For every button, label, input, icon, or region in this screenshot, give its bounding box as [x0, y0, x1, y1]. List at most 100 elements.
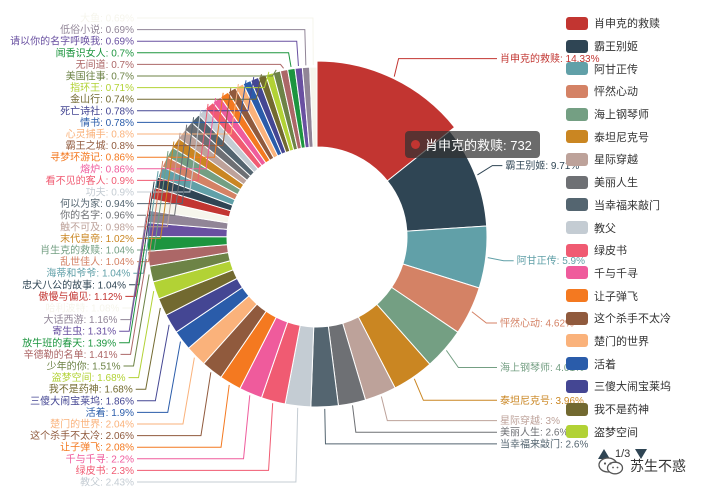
- legend-label: 海上钢琴师: [594, 109, 649, 122]
- legend-label: 阿甘正传: [594, 63, 638, 76]
- legend-swatch: [566, 62, 588, 76]
- label-leader-line-39: [137, 88, 232, 147]
- slice-label-8: 美丽人生: 2.6%: [500, 426, 568, 439]
- label-leader-line-16: [137, 341, 181, 413]
- slice-label-26: 傲慢与偏见: 1.12%: [38, 290, 122, 303]
- legend-item-17[interactable]: 三傻大闹宝莱坞: [566, 375, 716, 398]
- wechat-icon: [598, 457, 624, 475]
- legend-swatch: [566, 39, 588, 53]
- legend-swatch: [566, 198, 588, 212]
- legend-item-2[interactable]: 霸王别姬: [566, 35, 716, 58]
- legend-page-up-icon[interactable]: [598, 449, 610, 459]
- label-leader-line-28: [133, 171, 159, 274]
- label-leader-line-2: [477, 165, 503, 176]
- slice-label-20: 少年的你: 1.51%: [47, 360, 121, 373]
- label-leader-line-13: [137, 384, 230, 448]
- legend-item-19[interactable]: 盗梦空间: [566, 420, 716, 443]
- legend-label: 当幸福来敲门: [594, 199, 660, 212]
- slice-label-27: 忠犬八公的故事: 1.04%: [22, 278, 126, 291]
- legend-item-15[interactable]: 楚门的世界: [566, 330, 716, 353]
- label-leader-line-44: [137, 71, 270, 89]
- legend-label: 星际穿越: [594, 154, 638, 167]
- slice-label-23: 寄生虫: 1.31%: [52, 325, 116, 338]
- legend-swatch: [566, 402, 588, 416]
- slice-label-7: 星际穿越: 3%: [500, 414, 560, 427]
- legend-label: 美丽人生: [594, 177, 638, 190]
- label-leader-line-34: [137, 117, 195, 205]
- slice-label-16: 活着: 1.9%: [86, 406, 134, 419]
- legend-label: 三傻大闹宝莱坞: [594, 381, 671, 394]
- legend-label: 这个杀手不太冷: [594, 313, 671, 326]
- slice-label-33: 你的名字: 0.96%: [60, 209, 134, 222]
- legend-item-9[interactable]: 当幸福来敲门: [566, 194, 716, 217]
- legend-swatch: [566, 311, 588, 325]
- slice-label-41: 情书: 0.78%: [80, 116, 134, 129]
- label-leader-line-31: [137, 141, 175, 239]
- legend-item-11[interactable]: 绿皮书: [566, 239, 716, 262]
- legend-item-10[interactable]: 教父: [566, 216, 716, 239]
- legend-label: 千与千寻: [594, 267, 638, 280]
- label-leader-line-26: [125, 192, 152, 297]
- legend-swatch: [566, 289, 588, 303]
- label-leader-line-23: [119, 229, 146, 332]
- slice-label-17: 三傻大闹宝莱坞: 1.86%: [30, 394, 134, 407]
- pie-slice-50[interactable]: [309, 66, 318, 148]
- legend-swatch: [566, 130, 588, 144]
- label-leader-line-40: [137, 83, 239, 135]
- legend-item-5[interactable]: 海上钢琴师: [566, 103, 716, 126]
- label-leader-line-7: [380, 396, 497, 422]
- label-leader-line-19: [128, 290, 155, 379]
- slice-label-32: 触不可及: 0.98%: [60, 220, 134, 233]
- legend-item-18[interactable]: 我不是药神: [566, 398, 716, 421]
- legend-pager: 1/3: [598, 448, 648, 460]
- legend-item-8[interactable]: 美丽人生: [566, 171, 716, 194]
- legend-item-4[interactable]: 怦然心动: [566, 80, 716, 103]
- label-leader-line-8: [352, 405, 497, 433]
- label-leader-line-20: [123, 274, 150, 367]
- legend-item-16[interactable]: 活着: [566, 352, 716, 375]
- slice-label-9: 当幸福来敲门: 2.6%: [500, 437, 588, 450]
- legend-item-6[interactable]: 泰坦尼克号: [566, 125, 716, 148]
- label-leader-line-22: [119, 243, 146, 344]
- slice-label-14: 这个杀手不太冷: 2.06%: [30, 429, 134, 442]
- legend-swatch: [566, 425, 588, 439]
- chart-tooltip: 肖申克的救赎: 732: [405, 131, 540, 158]
- legend-swatch: [566, 221, 588, 235]
- legend-label: 教父: [594, 222, 616, 235]
- label-leader-line-12: [137, 395, 251, 460]
- legend-item-7[interactable]: 星际穿越: [566, 148, 716, 171]
- slice-label-37: 熔炉: 0.86%: [80, 162, 134, 175]
- legend-swatch: [566, 357, 588, 371]
- label-leader-line-4: [471, 311, 497, 324]
- slice-label-4: 怦然心动: 4.62%: [500, 317, 574, 330]
- legend-swatch: [566, 107, 588, 121]
- label-leader-line-1: [393, 58, 497, 77]
- label-leader-line-6: [413, 378, 497, 401]
- slice-label-38: 寻梦环游记: 0.86%: [50, 151, 134, 164]
- legend-swatch: [566, 379, 588, 393]
- label-leader-line-49: [137, 29, 307, 66]
- legend-page-down-icon[interactable]: [635, 449, 648, 459]
- tooltip-color-dot: [411, 140, 420, 149]
- legend-swatch: [566, 243, 588, 257]
- slice-label-34: 何以为家: 0.94%: [60, 197, 134, 210]
- legend-item-12[interactable]: 千与千寻: [566, 262, 716, 285]
- slice-label-12: 千与千寻: 2.2%: [66, 453, 134, 465]
- slice-label-13: 让子弹飞: 2.08%: [60, 441, 134, 454]
- legend-item-3[interactable]: 阿甘正传: [566, 57, 716, 80]
- label-leader-line-43: [137, 74, 262, 100]
- chart-legend: 肖申克的救赎 霸王别姬阿甘正传怦然心动海上钢琴师泰坦尼克号星际穿越美丽人生当幸福来…: [566, 12, 716, 443]
- label-leader-line-3: [487, 257, 514, 262]
- label-leader-line-10: [137, 407, 299, 483]
- legend-swatch: [566, 334, 588, 348]
- slice-label-28: 海蒂和爷爷: 1.04%: [46, 267, 130, 280]
- slice-label-46: 无间道: 0.7%: [76, 58, 134, 71]
- legend-item-14[interactable]: 这个杀手不太冷: [566, 307, 716, 330]
- slice-label-47: 闻香识女人: 0.7%: [56, 46, 134, 59]
- legend-item-13[interactable]: 让子弹飞: [566, 284, 716, 307]
- slice-label-3: 阿甘正传: 5.9%: [517, 254, 585, 267]
- legend-item-1[interactable]: 肖申克的救赎: [566, 12, 716, 35]
- label-leader-line-18: [135, 307, 161, 390]
- label-leader-line-11: [137, 403, 274, 471]
